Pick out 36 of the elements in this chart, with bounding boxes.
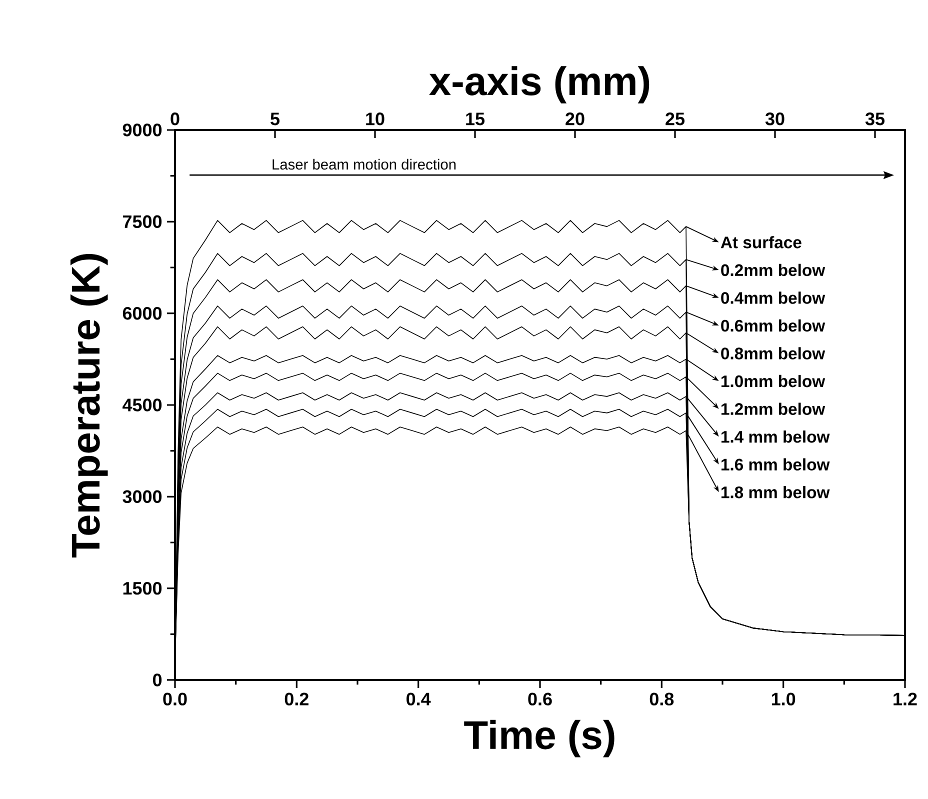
y-tick-label: 0 (152, 674, 162, 686)
y-tick-label: 7500 (123, 215, 162, 228)
y-tick-label: 4500 (122, 398, 162, 412)
legend-label: 1.4 mm below (721, 430, 830, 443)
x-axis-title: Time (s) (464, 720, 614, 758)
x2-tick-label: 25 (666, 112, 685, 126)
x2-tick-label: 10 (366, 112, 384, 126)
x2-tick-label: 5 (270, 112, 280, 126)
y-tick-label: 6000 (122, 306, 162, 320)
annotation: Laser beam motion direction (272, 158, 456, 170)
x-tick-label: 0.8 (650, 692, 674, 706)
legend-label: 1.6 mm below (721, 458, 830, 471)
x2-tick-label: 35 (865, 112, 885, 126)
legend-label: 1.2mm below (721, 402, 826, 415)
legend-label: 0.8mm below (721, 347, 826, 360)
x-tick-label: 1.0 (772, 692, 796, 706)
legend-label: 0.6mm below (721, 319, 826, 332)
x2-tick-label: 15 (466, 112, 485, 126)
x-tick-label: 0.0 (163, 692, 187, 706)
legend-label: 0.4mm below (721, 292, 826, 304)
y-tick-label: 9000 (122, 124, 162, 136)
x2-tick-label: 30 (765, 112, 784, 126)
y-tick-label: 1500 (123, 582, 162, 595)
legend-label: At surface (720, 236, 802, 248)
legend-label: 1.8 mm below (721, 486, 830, 498)
x-tick-label: 1.2 (894, 692, 917, 706)
x-tick-label: 0.6 (528, 692, 552, 706)
y-axis-title: Temperature (K) (70, 254, 108, 558)
x-tick-label: 0.2 (284, 692, 308, 706)
y-tick-label: 3000 (122, 490, 162, 504)
x-tick-label: 0.4 (406, 692, 431, 706)
legend-label: 0.2mm below (721, 264, 826, 276)
x2-axis-title: x-axis (mm) (429, 66, 650, 104)
legend-label: 1.0mm below (721, 374, 826, 388)
x2-tick-label: 0 (170, 112, 180, 126)
x2-tick-label: 20 (566, 112, 584, 126)
